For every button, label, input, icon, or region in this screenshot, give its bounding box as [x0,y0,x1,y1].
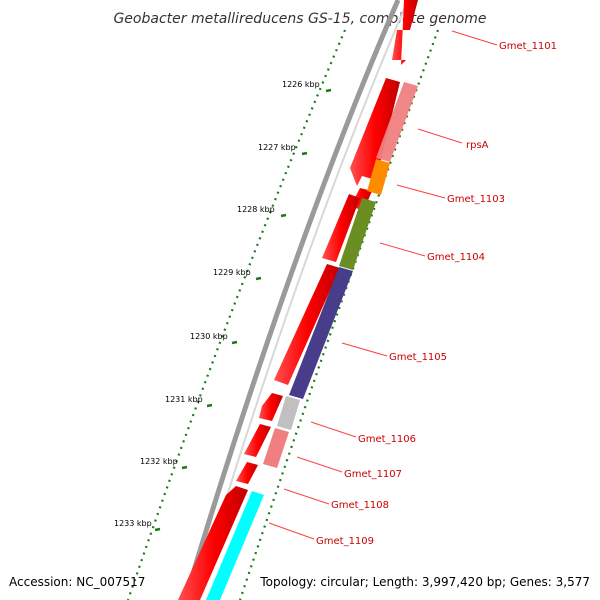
kbp-tick-mark [206,403,213,408]
kbp-tick-label: 1232 kbp [140,457,178,466]
gene-label-gmet-1108[interactable]: Gmet_1108 [331,500,389,511]
gene-label-gmet-1107[interactable]: Gmet_1107 [344,469,402,480]
label-leaders [268,30,498,540]
kbp-tick-label: 1233 kbp [114,519,152,528]
inner-dotted-track [238,29,440,600]
accession-text: Accession: NC_007517 [9,575,145,589]
kbp-tick-label: 1228 kbp [237,205,275,214]
kbp-tick-mark [301,151,308,156]
kbp-tick-label: 1227 kbp [258,143,296,152]
backbone-outer [182,0,401,600]
gene-label-gmet-1106[interactable]: Gmet_1106 [358,434,416,445]
cds-gmet-1105[interactable] [274,264,340,385]
kbp-tick-mark [231,340,238,345]
gene-label-gmet-1101[interactable]: Gmet_1101 [499,41,557,52]
kbp-tick-mark [181,465,188,470]
cat-rpsA [376,82,418,162]
cat-gmet-1109 [206,491,264,600]
gene-label-gmet-1105[interactable]: Gmet_1105 [389,352,447,363]
cds-track [178,0,418,600]
cds-gmet-1104[interactable] [322,194,360,262]
kbp-ticks: 1226 kbp 1227 kbp 1228 kbp 1229 kbp 1230 kbp… [114,80,332,532]
kbp-tick-label: 1229 kbp [213,268,251,277]
cat-gmet-1105 [289,267,353,399]
cat-gmet-1107 [263,428,289,468]
cds-rpsA[interactable] [350,78,400,186]
kbp-tick-label: 1226 kbp [282,80,320,89]
gene-label-gmet-1109[interactable]: Gmet_1109 [316,536,374,547]
kbp-tick-label: 1231 kbp [165,395,203,404]
cat-gmet-1106 [277,396,300,430]
cds-gmet-1106[interactable] [259,393,283,421]
cat-gmet-1103 [367,159,390,195]
gene-label-rpsa[interactable]: rpsA [466,140,489,151]
topology-text: Topology: circular; Length: 3,997,420 bp… [259,575,590,589]
kbp-tick-mark [255,276,262,281]
kbp-tick-mark [325,88,332,93]
cds-gmet-1108[interactable] [236,462,258,484]
cds-gmet-1107[interactable] [244,424,271,457]
cds-gmet-1109[interactable] [178,486,248,600]
kbp-tick-mark [280,213,287,218]
gene-labels: Gmet_1101 rpsA Gmet_1103 Gmet_1104 Gmet_1105… [316,41,557,547]
category-track [206,82,418,600]
map-title: Geobacter metallireducens GS-15, complet… [113,11,486,27]
kbp-tick-mark [154,527,161,532]
cds-gmet-1101[interactable] [392,0,418,65]
gene-label-gmet-1103[interactable]: Gmet_1103 [447,194,505,205]
gene-label-gmet-1104[interactable]: Gmet_1104 [427,252,485,263]
cat-gmet-1104 [339,198,376,270]
kbp-tick-label: 1230 kbp [190,332,228,341]
